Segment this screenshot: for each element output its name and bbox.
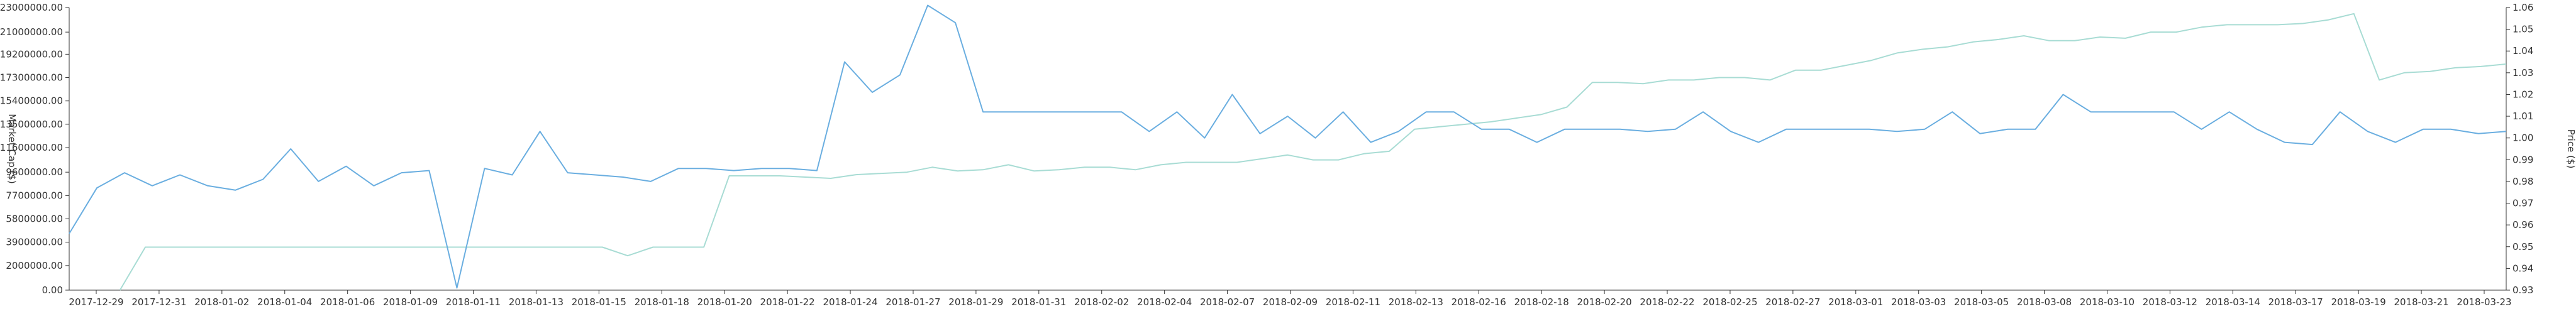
x-tick-label: 2018-02-09: [1263, 296, 1318, 308]
left-y-tick-label: 2000000.00: [6, 260, 63, 271]
x-tick-label: 2018-01-13: [509, 296, 564, 308]
x-tick-label: 2018-01-27: [886, 296, 940, 308]
left-y-tick-label: 13500000.00: [0, 119, 63, 130]
x-tick-label: 2018-01-06: [320, 296, 375, 308]
x-tick-label: 2018-02-20: [1577, 296, 1632, 308]
right-y-tick-label: 1.01: [2512, 111, 2533, 122]
series-market-cap-line: [119, 13, 2507, 291]
left-y-ticks: 0.00 2000000.00 3900000.00 5800000.00 770000…: [0, 2, 69, 296]
right-y-axis-title: Price ($): [2565, 129, 2576, 169]
x-tick-label: 2017-12-29: [69, 296, 123, 308]
x-tick-label: 2018-01-02: [194, 296, 249, 308]
series-layer: [69, 4, 2507, 291]
x-tick-label: 2018-03-23: [2457, 296, 2511, 308]
left-y-tick-label: 0.00: [42, 284, 63, 296]
axes: [69, 8, 2507, 291]
x-tick-label: 2018-02-07: [1200, 296, 1255, 308]
x-tick-label: 2018-03-08: [2017, 296, 2072, 308]
left-y-tick-label: 19200000.00: [0, 48, 63, 60]
x-tick-label: 2018-03-19: [2331, 296, 2386, 308]
x-tick-label: 2018-01-22: [760, 296, 815, 308]
x-tick-label: 2018-03-14: [2206, 296, 2260, 308]
right-y-ticks: 0.93 0.94 0.95 0.96 0.97 0.98 0.99 1.00 1.01 1.02…: [2506, 2, 2533, 296]
x-tick-label: 2018-02-04: [1137, 296, 1192, 308]
x-tick-label: 2018-02-18: [1514, 296, 1569, 308]
right-y-tick-label: 1.03: [2512, 67, 2533, 78]
left-y-tick-label: 11600000.00: [0, 142, 63, 153]
right-y-tick-label: 0.97: [2512, 198, 2533, 209]
right-y-tick-label: 0.98: [2512, 176, 2533, 187]
series-price-line: [69, 4, 2507, 289]
x-tick-label: 2018-03-01: [1828, 296, 1883, 308]
right-y-tick-label: 1.05: [2512, 24, 2533, 35]
x-tick-label: 2018-02-13: [1389, 296, 1443, 308]
left-y-tick-label: 5800000.00: [6, 214, 63, 225]
x-tick-label: 2018-02-27: [1765, 296, 1820, 308]
x-tick-label: 2018-01-04: [257, 296, 312, 308]
right-y-tick-label: 1.02: [2512, 89, 2533, 100]
x-tick-label: 2018-01-11: [446, 296, 501, 308]
x-tick-label: 2018-01-09: [383, 296, 438, 308]
x-tick-label: 2018-01-20: [697, 296, 752, 308]
x-tick-label: 2018-03-21: [2394, 296, 2448, 308]
x-tick-label: 2018-01-29: [948, 296, 1003, 308]
left-y-axis-title: Market Cap ($): [6, 114, 18, 184]
right-y-tick-label: 1.06: [2512, 2, 2533, 13]
x-tick-label: 2018-01-18: [635, 296, 689, 308]
x-tick-label: 2017-12-31: [131, 296, 186, 308]
right-y-tick-label: 0.99: [2512, 154, 2533, 165]
x-tick-label: 2018-02-22: [1640, 296, 1694, 308]
right-y-tick-label: 1.00: [2512, 133, 2533, 144]
right-y-tick-label: 0.95: [2512, 241, 2533, 252]
right-y-tick-label: 1.04: [2512, 45, 2533, 57]
left-y-tick-label: 3900000.00: [6, 237, 63, 248]
x-tick-label: 2018-03-12: [2143, 296, 2197, 308]
right-y-tick-label: 0.93: [2512, 284, 2533, 296]
x-tick-label: 2018-03-17: [2268, 296, 2323, 308]
x-tick-label: 2018-01-24: [823, 296, 877, 308]
x-tick-label: 2018-03-10: [2080, 296, 2135, 308]
left-y-tick-label: 7700000.00: [6, 190, 63, 201]
x-tick-label: 2018-02-16: [1452, 296, 1506, 308]
left-y-tick-label: 17300000.00: [0, 72, 63, 84]
right-y-tick-label: 0.94: [2512, 263, 2533, 274]
x-tick-label: 2018-01-15: [572, 296, 626, 308]
x-tick-label: 2018-03-05: [1954, 296, 2009, 308]
left-y-tick-label: 15400000.00: [0, 95, 63, 107]
x-tick-label: 2018-02-02: [1074, 296, 1129, 308]
x-ticks: 2017-12-29 2017-12-31 2018-01-02 2018-01-04…: [69, 290, 2512, 308]
x-tick-label: 2018-03-03: [1891, 296, 1946, 308]
left-y-tick-label: 9600000.00: [6, 166, 63, 178]
left-y-tick-label: 23000000.00: [0, 2, 63, 13]
x-tick-label: 2018-01-31: [1011, 296, 1066, 308]
right-y-tick-label: 0.96: [2512, 219, 2533, 230]
left-y-tick-label: 21000000.00: [0, 26, 63, 38]
x-tick-label: 2018-02-11: [1326, 296, 1380, 308]
x-tick-label: 2018-02-25: [1702, 296, 1757, 308]
